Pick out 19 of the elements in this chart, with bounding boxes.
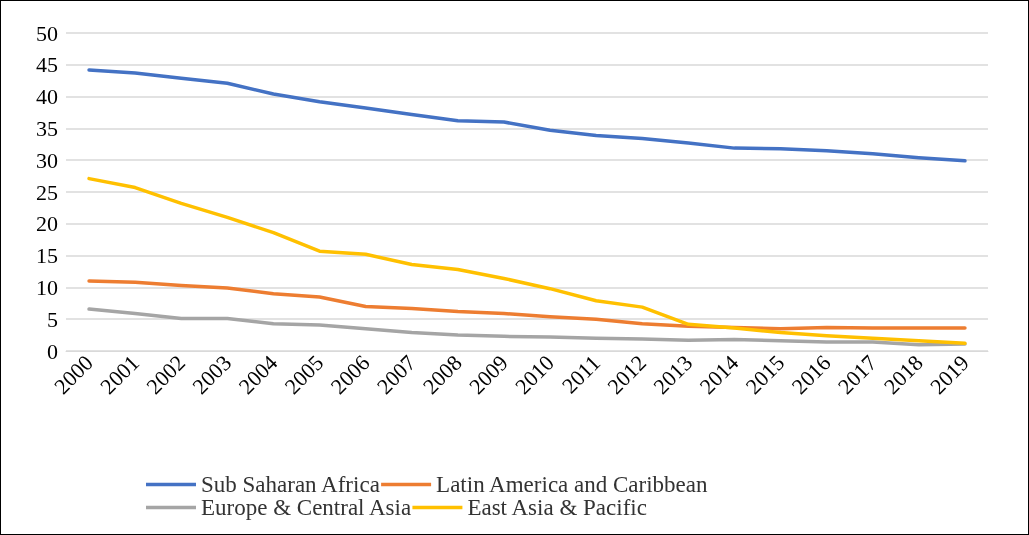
y-tick-label: 40 bbox=[36, 84, 58, 110]
line-series bbox=[87, 279, 967, 331]
legend-label: Latin America and Caribbean bbox=[436, 472, 709, 497]
y-tick-label: 25 bbox=[36, 179, 58, 205]
y-tick-label: 50 bbox=[36, 20, 58, 46]
line-series bbox=[87, 307, 967, 347]
y-tick-label: 5 bbox=[47, 306, 58, 332]
legend-label: Europe & Central Asia bbox=[201, 495, 412, 520]
y-tick-label: 30 bbox=[36, 147, 58, 173]
line-series bbox=[87, 176, 967, 346]
x-tick-label: 2011 bbox=[556, 350, 605, 399]
y-tick-label: 10 bbox=[36, 274, 58, 300]
y-tick-label: 45 bbox=[36, 52, 58, 78]
y-tick-label: 35 bbox=[36, 115, 58, 141]
legend-label: East Asia & Pacific bbox=[467, 495, 647, 520]
y-tick-label: 15 bbox=[36, 243, 58, 269]
line-series bbox=[87, 68, 967, 163]
y-tick-label: 20 bbox=[36, 211, 58, 237]
legend-label: Sub Saharan Africa bbox=[201, 472, 380, 497]
